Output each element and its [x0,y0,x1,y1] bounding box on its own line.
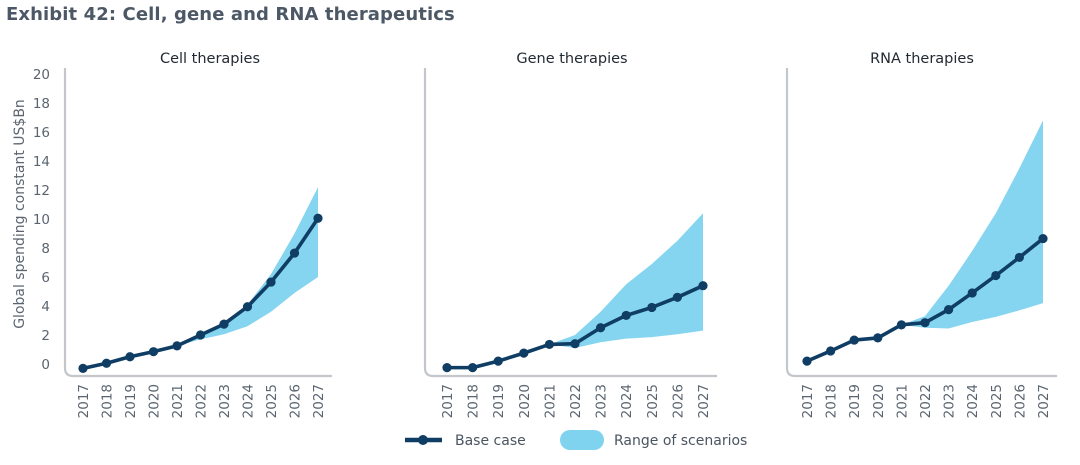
base-case-point [219,319,229,329]
base-case-point [442,363,452,373]
base-case-point [78,363,88,373]
base-case-point [493,356,503,366]
x-tick-label: 2021 [170,384,186,418]
x-tick-label: 2025 [264,384,280,418]
base-case-point [698,281,708,291]
base-case-point [672,292,683,302]
x-tick-label: 2022 [568,384,584,418]
legend-range-label: Range of scenarios [614,433,747,449]
x-tick-label: 2023 [942,384,958,418]
base-case-point [826,346,836,356]
base-case-point [101,358,112,368]
x-tick-label: 2022 [918,384,934,418]
y-tick-label: 12 [33,183,50,199]
x-tick-label: 2026 [1012,384,1028,418]
range-of-scenarios-area [177,187,318,346]
x-tick-label: 2018 [824,384,840,418]
x-tick-label: 2025 [645,384,661,418]
y-tick-label: 10 [33,212,50,228]
axis-line [785,68,1057,378]
x-tick-label: 2020 [871,384,887,418]
base-case-point [873,333,883,343]
base-case-point [849,335,859,345]
y-tick-label: 4 [41,299,50,315]
base-case-point [1014,252,1024,263]
x-tick-label: 2019 [491,384,507,418]
panel-2: Gene therapies 2017 2018 2019 2020 2021 2022 20… [423,51,717,418]
base-case-point [544,339,555,350]
y-tick-label: 6 [41,270,50,286]
base-case-point [944,305,954,315]
legend-base-marker [418,435,428,445]
y-tick-label: 20 [33,67,50,83]
base-case-point [802,356,812,366]
x-tick-label: 2025 [989,384,1005,418]
x-tick-label: 2027 [1036,384,1052,418]
x-tick-label: 2023 [594,384,610,418]
x-tick-label: 2026 [670,384,686,418]
x-tick-label: 2026 [288,384,304,418]
x-tick-label: 2020 [147,384,163,418]
y-tick-label: 14 [33,154,50,170]
x-tick-label: 2021 [542,384,558,418]
range-of-scenarios-area [549,213,703,349]
base-case-point [967,288,977,298]
x-tick-label: 2018 [466,384,482,418]
base-case-point [647,302,657,313]
base-case-point [195,330,206,340]
base-case-point [1038,233,1048,244]
base-case-point [172,341,182,351]
x-tick-label: 2017 [800,384,816,418]
base-case-point [148,347,159,357]
x-tick-label: 2020 [517,384,533,418]
y-tick-label: 2 [41,328,50,344]
x-tick-label: 2024 [965,384,981,418]
exhibit-title: Exhibit 42: Cell, gene and RNA therapeut… [6,4,455,25]
x-tick-label: 2019 [847,384,863,418]
base-case-point [991,270,1001,281]
base-case-point [621,310,631,321]
base-case-point [468,363,478,373]
base-case-point [313,213,323,223]
x-tick-label: 2017 [440,384,456,418]
x-tick-label: 2018 [100,384,116,418]
x-tick-label: 2019 [123,384,139,418]
legend: Base case Range of scenarios [405,430,747,450]
range-of-scenarios-area [901,120,1043,329]
y-axis-label: Global spending constant US$Bn [12,99,28,329]
legend-range-swatch [560,430,604,450]
x-tick-label: 2024 [241,384,257,418]
base-case-point [266,277,276,287]
x-tick-label: 2024 [619,384,635,418]
axis-line [423,68,717,378]
legend-base-label: Base case [455,433,526,449]
y-tick-label: 0 [41,357,50,373]
panel-3: RNA therapies 2017 2018 2019 2020 2021 2022 202… [785,51,1057,418]
x-tick-label: 2027 [696,384,712,418]
panel-title: Gene therapies [516,51,627,67]
base-case-point [519,348,529,358]
base-case-point [242,302,253,312]
x-tick-label: 2017 [76,384,92,418]
panel-1: Cell therapies 0 2 4 6 8 10 12 14 16 18 20 2017 2018 2… [33,51,332,418]
base-case-point [920,318,930,328]
y-tick-label: 8 [41,241,50,257]
base-case-point [125,352,135,362]
y-tick-label: 18 [33,96,50,112]
y-tick-label: 16 [33,125,50,141]
x-tick-label: 2021 [894,384,910,418]
x-tick-label: 2027 [311,384,327,418]
base-case-point [289,248,300,258]
base-case-point [570,339,580,349]
x-tick-label: 2022 [194,384,210,418]
base-case-point [596,323,606,333]
panel-title: RNA therapies [870,51,974,67]
panel-title: Cell therapies [160,51,260,67]
x-tick-label: 2023 [217,384,233,418]
base-case-point [896,320,907,330]
axis-line [63,68,332,378]
